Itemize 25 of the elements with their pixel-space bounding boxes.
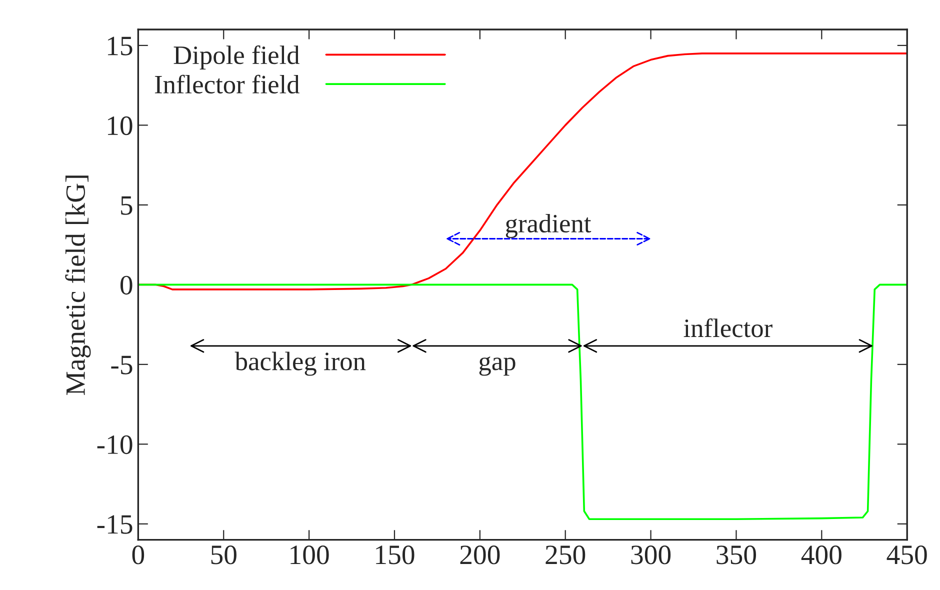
x-tick-label: 400: [801, 546, 842, 564]
annotation: gradient: [506, 214, 592, 238]
x-tick-label: 250: [546, 546, 586, 564]
y-tick-label: 0: [120, 276, 132, 295]
x-tick-label: 200: [460, 546, 500, 564]
legend-label: Dipole field: [174, 45, 300, 70]
x-tick-label: 50: [211, 546, 236, 564]
y-tick-label: -10: [97, 435, 132, 454]
x-tick-label: 450: [886, 546, 927, 564]
y-tick-label: -5: [111, 356, 132, 374]
y-axis-title: Magnetic field [kG]: [65, 176, 91, 395]
line-series: [138, 284, 908, 520]
x-tick-label: 0: [132, 546, 144, 564]
x-tick-label: 350: [716, 546, 756, 564]
annotation: gap: [479, 356, 516, 376]
annotation: inflector: [684, 318, 772, 338]
x-tick-label: 100: [290, 546, 329, 564]
y-tick-label: 5: [121, 196, 132, 215]
x-tick-label: 300: [631, 546, 671, 564]
y-tick-label: -15: [97, 515, 132, 534]
y-tick-label: 10: [108, 116, 132, 136]
legend-label: Inflector field: [154, 74, 300, 94]
y-tick-label: 15: [108, 36, 132, 56]
annotation: backleg iron: [234, 352, 366, 376]
x-tick-label: 150: [376, 546, 414, 564]
